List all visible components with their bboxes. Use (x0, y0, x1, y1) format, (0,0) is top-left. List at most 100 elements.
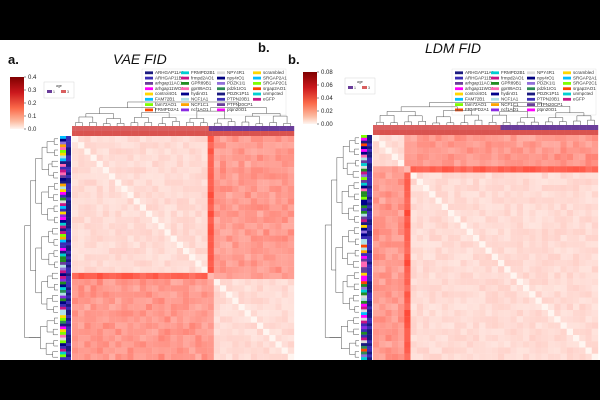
heatmap-cell (183, 260, 190, 267)
heatmap-cell (398, 191, 405, 198)
heatmap-cell (498, 297, 505, 304)
top-group-bar-cell (478, 130, 482, 135)
heatmap-cell (281, 297, 288, 305)
heatmap-cell (275, 272, 282, 280)
heatmap-cell (152, 142, 159, 149)
heatmap-cell (435, 172, 442, 179)
age-legend-swatch (362, 86, 367, 89)
heatmap-cell (416, 172, 424, 179)
left-gene-bar-cell (361, 177, 367, 181)
heatmap-cell (491, 335, 499, 342)
heatmap-cell (523, 353, 530, 360)
left-gene-bar-cell (60, 197, 66, 201)
heatmap-cell (585, 347, 592, 354)
heatmap-cell (263, 260, 270, 267)
heatmap-cell (548, 216, 555, 223)
heatmap-cell (579, 235, 586, 242)
heatmap-cell (90, 248, 97, 255)
heatmap-cell (591, 141, 599, 148)
heatmap-cell (460, 310, 467, 317)
colorbar-tick-label: 0.3 (28, 88, 37, 94)
heatmap-cell (263, 291, 270, 298)
heatmap-cell (109, 316, 116, 323)
heatmap-cell (90, 204, 97, 211)
heatmap-cell (554, 216, 561, 223)
heatmap-cell (373, 135, 380, 142)
heatmap-cell (498, 141, 505, 148)
heatmap-cell (554, 310, 561, 317)
heatmap-cell (232, 328, 239, 336)
heatmap-cell (158, 241, 165, 249)
heatmap-cell (423, 210, 430, 217)
left-gene-bar-cell (60, 281, 66, 285)
heatmap-cell (429, 153, 436, 161)
heatmap-cell (429, 353, 436, 360)
heatmap-cell (102, 347, 110, 354)
heatmap-cell (516, 272, 524, 279)
heatmap-cell (158, 272, 165, 280)
heatmap-cell (454, 235, 461, 242)
top-group-bar-cell (105, 131, 110, 136)
heatmap-cell (529, 322, 536, 329)
heatmap-cell (435, 335, 442, 342)
heatmap-cell (90, 328, 97, 336)
heatmap-cell (516, 153, 524, 161)
heatmap-cell (213, 136, 221, 143)
heatmap-cell (146, 173, 153, 180)
heatmap-cell (269, 179, 276, 186)
top-group-bar-cell (212, 131, 217, 136)
heatmap-cell (585, 141, 592, 148)
heatmap-cell (72, 297, 79, 305)
left-gene-bar-cell (60, 340, 66, 344)
heatmap-cell (485, 160, 492, 167)
left-age-bar-cell (66, 242, 71, 246)
colorbar-tick-label: 0.02 (321, 109, 333, 115)
heatmap-cell (485, 141, 492, 148)
heatmap-cell (127, 142, 134, 149)
heatmap-cell (473, 228, 480, 236)
top-age-bar-cell (421, 125, 426, 130)
heatmap-cell (96, 241, 103, 249)
top-age-bar-cell (541, 125, 546, 130)
heatmap-cell (448, 235, 455, 242)
heatmap-cell (479, 197, 486, 204)
heatmap-cell (232, 316, 239, 323)
heatmap-cell (170, 335, 177, 342)
heatmap-cell (226, 173, 233, 180)
top-age-bar-cell (590, 125, 595, 130)
heatmap-cell (257, 136, 264, 143)
heatmap-cell (195, 279, 202, 286)
top-age-bar-cell (123, 126, 128, 131)
heatmap-cell (115, 216, 122, 224)
gene-legend-swatch (217, 71, 225, 75)
heatmap-cell (516, 178, 524, 186)
heatmap-cell (220, 297, 227, 305)
heatmap-cell (201, 341, 208, 348)
left-age-bar-cell (66, 175, 71, 179)
heatmap-cell (146, 353, 153, 360)
heatmap-cell (404, 253, 411, 261)
left-gene-bar-cell (361, 348, 367, 352)
heatmap-cell (189, 310, 196, 317)
heatmap-cell (479, 160, 486, 167)
heatmap-cell (591, 278, 599, 286)
heatmap-cell (287, 223, 295, 230)
gene-legend-label: npy4rO1 (537, 75, 555, 80)
heatmap-cell (281, 285, 288, 292)
heatmap-cell (213, 198, 221, 205)
heatmap-cell (176, 266, 184, 274)
gene-legend-swatch (527, 92, 535, 96)
heatmap-cell (152, 192, 159, 199)
heatmap-cell (435, 278, 442, 286)
left-age-bar-cell (367, 180, 372, 184)
heatmap-cell (485, 197, 492, 204)
heatmap-cell (591, 178, 599, 186)
heatmap-cell (479, 235, 486, 242)
heatmap-cell (244, 272, 251, 280)
left-age-bar-cell (66, 276, 71, 279)
heatmap-cell (385, 341, 392, 348)
heatmap-cell (573, 285, 580, 292)
top-age-bar-cell (459, 125, 464, 130)
heatmap-cell (90, 229, 97, 236)
heatmap-cell (385, 310, 392, 317)
